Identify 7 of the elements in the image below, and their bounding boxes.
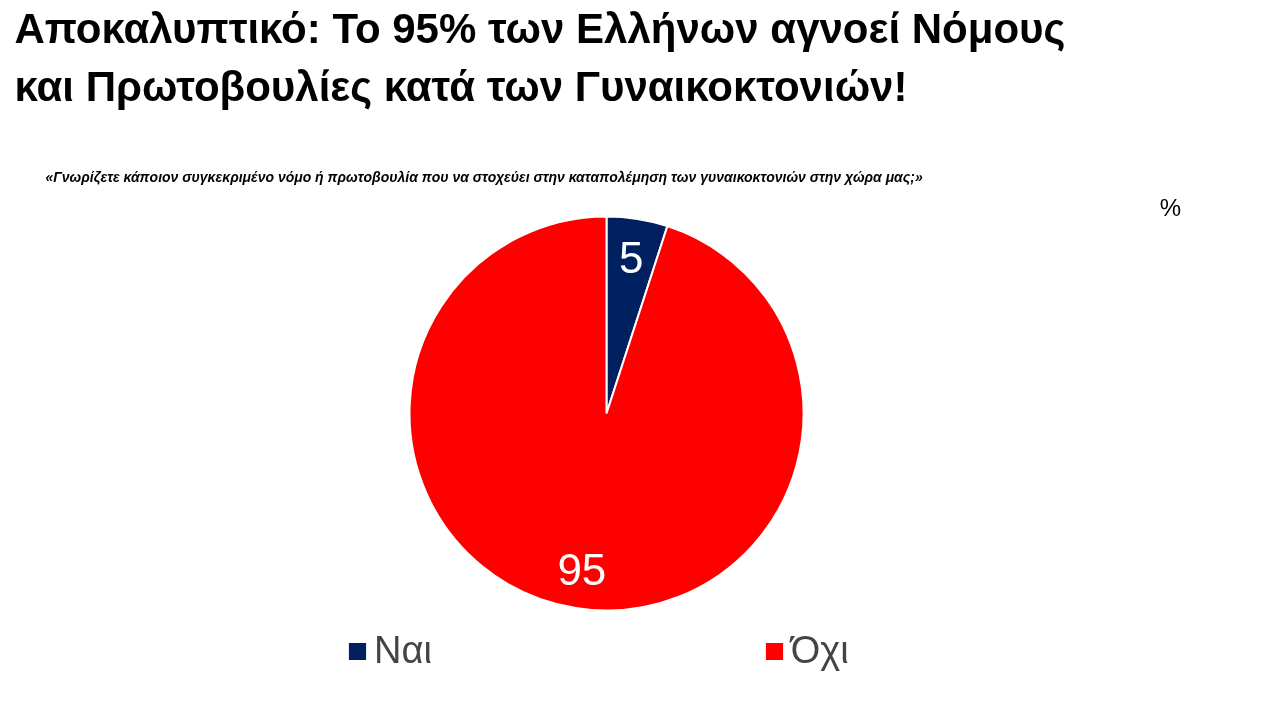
data-label: 5 (618, 233, 644, 283)
chart-title: Αποκαλυπτικό: Το 95% των Ελλήνων αγνοεί Νόμους και Πρωτοβουλίες κατά των Γυναικοκτονιών! (14, 5, 1066, 110)
text: % (1159, 194, 1182, 221)
legend-label: Όχι (790, 629, 849, 672)
legend-label: Ναι (374, 629, 432, 672)
data-label: 95 (557, 544, 607, 594)
chart-subtitle: «Γνωρίζετε κάποιον συγκεκριμένο νόμο ή πρωτοβουλία που να στοχεύει στην καταπολέμηση των γυναικοκτονιών στην χώρα μας;» (45, 168, 923, 185)
